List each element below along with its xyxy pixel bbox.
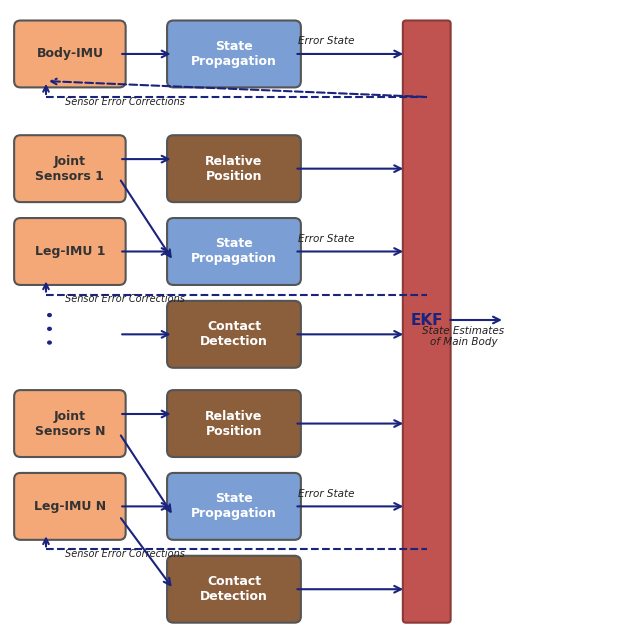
Text: Relative
Position: Relative Position <box>205 410 262 438</box>
Text: State
Propagation: State Propagation <box>191 40 277 68</box>
Text: Leg-IMU N: Leg-IMU N <box>34 500 106 513</box>
Text: State
Propagation: State Propagation <box>191 492 277 520</box>
Text: State Estimates
of Main Body: State Estimates of Main Body <box>422 326 504 348</box>
FancyBboxPatch shape <box>167 390 301 457</box>
Text: Sensor Error Corrections: Sensor Error Corrections <box>65 294 185 304</box>
Text: Joint
Sensors N: Joint Sensors N <box>35 410 105 438</box>
FancyBboxPatch shape <box>403 20 451 623</box>
Text: Error State: Error State <box>298 489 354 499</box>
Text: Sensor Error Corrections: Sensor Error Corrections <box>65 549 185 559</box>
Text: Joint
Sensors 1: Joint Sensors 1 <box>35 155 104 182</box>
FancyBboxPatch shape <box>167 556 301 623</box>
FancyBboxPatch shape <box>14 218 125 285</box>
Text: Error State: Error State <box>298 234 354 244</box>
Text: Contact
Detection: Contact Detection <box>200 575 268 604</box>
Text: EKF: EKF <box>410 312 443 328</box>
FancyBboxPatch shape <box>167 135 301 202</box>
FancyBboxPatch shape <box>14 20 125 88</box>
FancyBboxPatch shape <box>167 473 301 540</box>
Text: Leg-IMU 1: Leg-IMU 1 <box>35 245 105 258</box>
Text: State
Propagation: State Propagation <box>191 237 277 266</box>
Text: • • •: • • • <box>45 310 60 346</box>
FancyBboxPatch shape <box>14 473 125 540</box>
Text: Error State: Error State <box>298 36 354 47</box>
FancyBboxPatch shape <box>14 135 125 202</box>
Text: Contact
Detection: Contact Detection <box>200 321 268 348</box>
FancyBboxPatch shape <box>167 20 301 88</box>
FancyBboxPatch shape <box>14 390 125 457</box>
Text: Body-IMU: Body-IMU <box>36 47 104 60</box>
FancyBboxPatch shape <box>167 301 301 368</box>
Text: Relative
Position: Relative Position <box>205 155 262 182</box>
FancyBboxPatch shape <box>167 218 301 285</box>
Text: Sensor Error Corrections: Sensor Error Corrections <box>65 97 185 107</box>
